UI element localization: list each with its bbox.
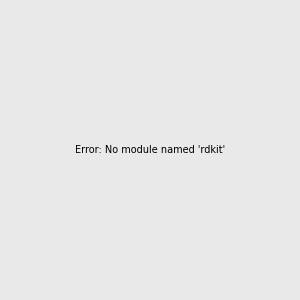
- Text: Error: No module named 'rdkit': Error: No module named 'rdkit': [75, 145, 225, 155]
